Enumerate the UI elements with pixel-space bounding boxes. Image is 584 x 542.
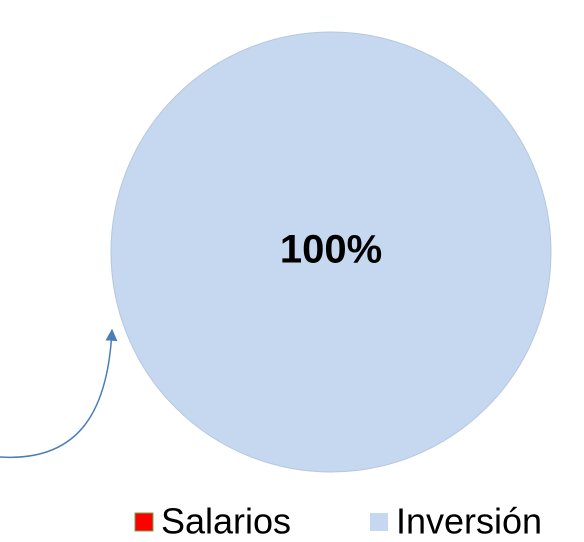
data-label: 100% bbox=[280, 228, 382, 272]
legend-label: Salarios bbox=[161, 501, 291, 542]
annotation-arrow bbox=[0, 328, 118, 458]
legend-swatch bbox=[370, 513, 388, 531]
legend-swatch bbox=[134, 512, 154, 532]
legend-label: Inversión bbox=[396, 501, 542, 542]
pie-slice bbox=[110, 31, 552, 473]
